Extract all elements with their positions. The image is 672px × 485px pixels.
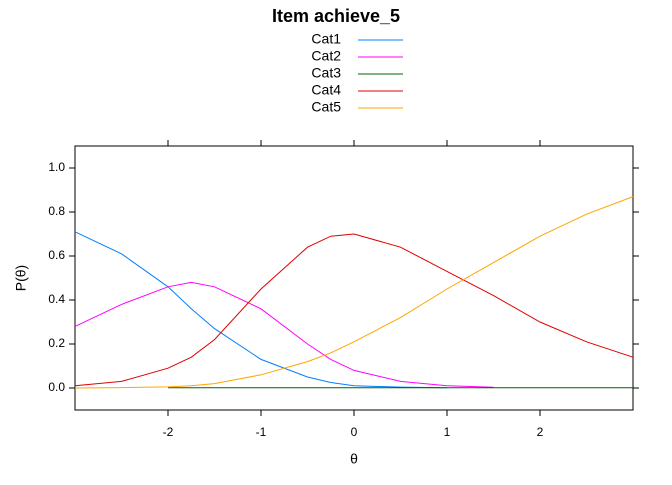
legend-label: Cat5 xyxy=(311,99,341,115)
chart-title: Item achieve_5 xyxy=(272,6,400,26)
x-tick-label: 2 xyxy=(537,425,544,439)
y-tick-label: 1.0 xyxy=(48,160,65,174)
x-tick-label: 0 xyxy=(351,425,358,439)
series-line xyxy=(74,196,634,389)
x-tick-label: 1 xyxy=(444,425,451,439)
x-axis-label: θ xyxy=(350,451,358,467)
x-tick-label: -2 xyxy=(163,425,174,439)
series-line xyxy=(74,281,494,388)
legend-label: Cat4 xyxy=(311,82,341,98)
legend-label: Cat1 xyxy=(311,31,341,47)
y-tick-label: 0.4 xyxy=(48,292,65,306)
series-line xyxy=(74,233,634,387)
y-tick-label: 0.0 xyxy=(48,380,65,394)
y-tick-label: 0.2 xyxy=(48,336,65,350)
x-tick-label: -1 xyxy=(256,425,267,439)
series-line xyxy=(74,231,448,389)
legend-label: Cat2 xyxy=(311,48,341,64)
y-tick-label: 0.8 xyxy=(48,204,65,218)
legend-label: Cat3 xyxy=(311,65,341,81)
y-tick-label: 0.6 xyxy=(48,248,65,262)
y-axis-label: P(θ) xyxy=(13,265,29,291)
